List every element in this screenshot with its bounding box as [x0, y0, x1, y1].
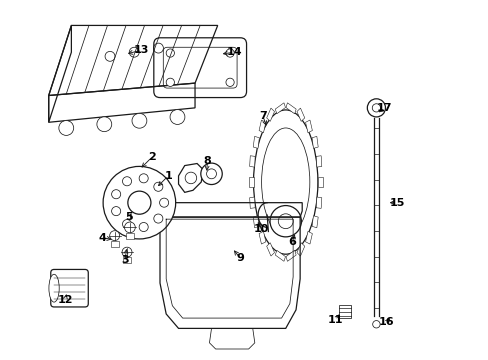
Circle shape	[206, 169, 216, 179]
Circle shape	[154, 214, 163, 223]
Text: 5: 5	[125, 212, 133, 222]
FancyBboxPatch shape	[51, 269, 88, 307]
Polygon shape	[248, 177, 253, 188]
Polygon shape	[275, 103, 285, 114]
Circle shape	[372, 320, 379, 328]
Polygon shape	[311, 136, 318, 148]
Polygon shape	[266, 243, 274, 256]
Bar	[123, 257, 131, 263]
Ellipse shape	[49, 274, 59, 302]
Circle shape	[127, 191, 151, 214]
Text: 8: 8	[203, 157, 211, 166]
Circle shape	[122, 177, 131, 186]
Circle shape	[139, 222, 148, 231]
Polygon shape	[259, 120, 265, 133]
Circle shape	[122, 247, 132, 257]
Polygon shape	[296, 108, 304, 121]
Polygon shape	[249, 156, 255, 167]
Text: 12: 12	[57, 294, 73, 305]
Polygon shape	[305, 231, 312, 244]
Text: 1: 1	[164, 171, 172, 181]
Text: 14: 14	[226, 47, 242, 57]
Bar	[125, 233, 134, 239]
Polygon shape	[266, 108, 274, 121]
Polygon shape	[249, 197, 255, 208]
Circle shape	[166, 49, 174, 57]
Polygon shape	[296, 243, 304, 256]
Bar	[110, 240, 119, 247]
Circle shape	[225, 78, 234, 86]
Text: 11: 11	[327, 315, 342, 325]
Text: 15: 15	[388, 198, 404, 208]
Circle shape	[124, 222, 135, 233]
Circle shape	[185, 172, 196, 184]
Polygon shape	[317, 177, 322, 188]
Circle shape	[97, 117, 111, 132]
Polygon shape	[178, 163, 203, 192]
Circle shape	[105, 51, 115, 61]
Polygon shape	[311, 216, 318, 228]
Polygon shape	[259, 231, 265, 244]
Text: 10: 10	[253, 225, 268, 234]
Circle shape	[109, 231, 120, 240]
Circle shape	[154, 182, 163, 191]
Text: 6: 6	[287, 237, 295, 247]
Circle shape	[159, 198, 168, 207]
Circle shape	[366, 99, 385, 117]
Circle shape	[103, 166, 175, 239]
Circle shape	[201, 163, 222, 185]
Text: 3: 3	[121, 255, 128, 265]
Circle shape	[59, 121, 74, 135]
Circle shape	[166, 78, 174, 86]
Text: 7: 7	[259, 111, 266, 121]
Polygon shape	[253, 136, 259, 148]
Circle shape	[225, 49, 234, 57]
Polygon shape	[305, 120, 312, 133]
Circle shape	[132, 113, 146, 128]
Text: 4: 4	[98, 233, 106, 243]
Circle shape	[269, 206, 301, 237]
Circle shape	[139, 174, 148, 183]
Circle shape	[111, 190, 121, 199]
Bar	[339, 305, 350, 318]
Circle shape	[129, 47, 139, 57]
Text: 17: 17	[376, 103, 391, 113]
Polygon shape	[285, 103, 296, 114]
Text: 13: 13	[134, 45, 149, 55]
Text: 9: 9	[236, 253, 244, 263]
Text: 2: 2	[147, 152, 155, 162]
Circle shape	[122, 220, 131, 229]
Polygon shape	[253, 216, 259, 228]
Circle shape	[111, 207, 121, 216]
Circle shape	[170, 109, 184, 125]
Polygon shape	[275, 250, 285, 261]
Text: 16: 16	[378, 317, 394, 327]
Polygon shape	[316, 156, 321, 167]
Circle shape	[153, 43, 163, 53]
Polygon shape	[285, 250, 296, 261]
Polygon shape	[316, 197, 321, 208]
